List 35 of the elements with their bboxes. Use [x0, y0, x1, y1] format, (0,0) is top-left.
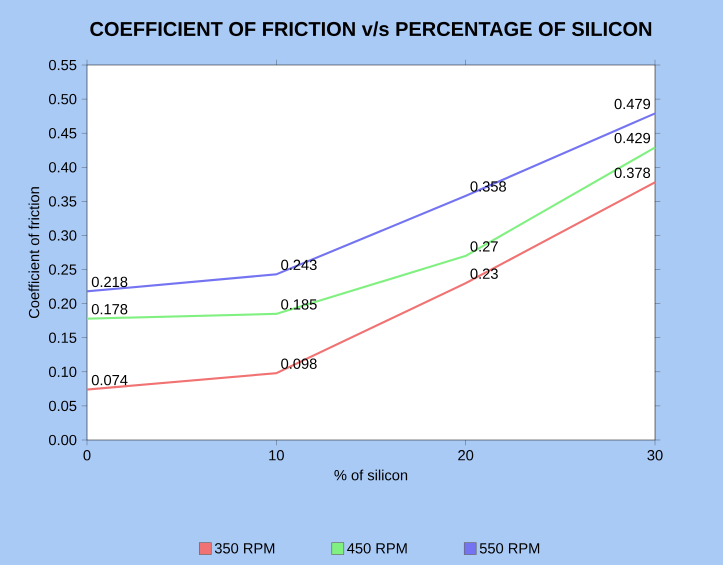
data-label: 0.479 — [614, 98, 650, 110]
y-tick-label: 0.35 — [48, 196, 76, 207]
x-tick-label: 20 — [458, 450, 474, 460]
data-label: 0.429 — [614, 132, 650, 144]
y-tick-label: 0.55 — [48, 60, 76, 70]
y-tick-label: 0.05 — [48, 400, 76, 412]
legend-label: 550 RPM — [480, 543, 540, 554]
chart-title: COEFFICIENT OF FRICTION v/s PERCENTAGE OF SILICON — [90, 21, 652, 36]
data-label: 0.27 — [470, 241, 498, 252]
data-label: 0.218 — [92, 276, 128, 288]
y-tick-label: 0.30 — [48, 230, 76, 241]
y-tick-label: 0.50 — [48, 94, 76, 104]
line-series — [86, 146, 656, 320]
legend-label: 350 RPM — [214, 543, 274, 554]
data-label: 0.378 — [614, 168, 650, 178]
x-tick-label: 0 — [83, 450, 90, 460]
data-label: 0.185 — [281, 299, 317, 310]
y-tick-label: 0.20 — [48, 298, 76, 309]
data-label: 0.074 — [92, 374, 128, 386]
y-tick-label: 0.15 — [48, 332, 76, 343]
y-tick-label: 0.25 — [48, 264, 76, 275]
y-tick-label: 0.00 — [48, 434, 76, 446]
x-tick-label: 10 — [269, 450, 284, 460]
legend-label: 450 RPM — [347, 543, 407, 554]
x-axis-title: % of silicon — [334, 470, 408, 480]
y-tick-label: 0.45 — [48, 128, 76, 138]
data-label: 0.243 — [281, 260, 317, 270]
y-tick-label: 0.40 — [48, 162, 76, 172]
data-label: 0.178 — [92, 304, 128, 314]
y-axis-title: Coefficient of friction — [28, 187, 40, 318]
data-label: 0.358 — [470, 181, 506, 192]
line-series — [86, 112, 656, 292]
x-tick-label: 30 — [647, 450, 663, 460]
y-tick-label: 0.10 — [48, 366, 76, 378]
line-series — [86, 181, 656, 391]
